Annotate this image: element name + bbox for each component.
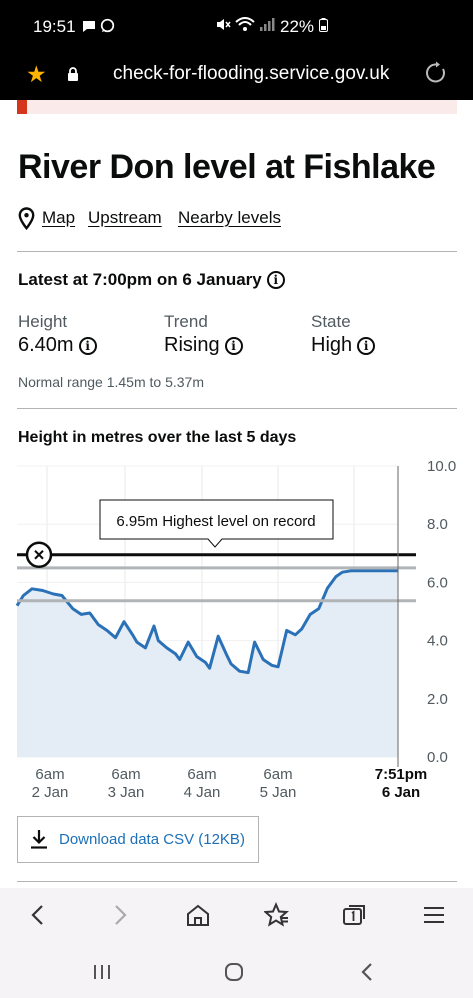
map-link[interactable]: Map — [42, 208, 76, 227]
y-tick-label: 0.0 — [427, 749, 448, 766]
level-line — [15, 569, 398, 675]
notification-icons — [82, 18, 115, 36]
chart-heading: Height in metres over the last 5 days — [18, 429, 297, 446]
reload-icon[interactable] — [424, 61, 448, 85]
x-tick-time: 6am — [35, 766, 64, 783]
system-back-icon[interactable] — [355, 959, 381, 985]
height-value: 6.40m — [18, 334, 74, 356]
y-tick-label: 8.0 — [427, 516, 448, 533]
x-tick-date: 6 Jan — [382, 784, 420, 801]
trend-metric: Trend Rising i — [164, 312, 243, 357]
divider — [17, 251, 457, 252]
home-button-icon[interactable] — [221, 959, 247, 985]
info-icon[interactable]: i — [357, 337, 376, 355]
state-value-row: High i — [311, 334, 376, 357]
tabs-icon[interactable] — [342, 902, 368, 928]
wifi-icon — [235, 17, 255, 31]
height-metric: Height 6.40m i — [18, 312, 97, 357]
system-icons — [215, 17, 275, 36]
latest-reading-heading: Latest at 7:00pm on 6 January i — [18, 270, 285, 290]
message-icon — [83, 21, 95, 32]
battery-text: 22% — [280, 17, 315, 36]
x-tick-date: 3 Jan — [108, 784, 145, 801]
menu-icon[interactable] — [421, 902, 447, 928]
state-metric: State High i — [311, 312, 376, 357]
state-value: High — [311, 334, 353, 356]
status-bar: 19:51 22% — [0, 0, 473, 52]
map-pin-icon — [18, 207, 35, 230]
height-label: Height — [18, 312, 68, 331]
x-tick-time: 6am — [263, 766, 292, 783]
trend-label: Trend — [164, 312, 208, 331]
star-icon[interactable]: ★ — [26, 61, 47, 87]
browser-toolbar — [0, 888, 473, 944]
record-tooltip-label: 6.95m Highest level on record — [116, 513, 315, 530]
info-icon[interactable]: i — [78, 337, 97, 355]
alert-strip-marker — [17, 100, 27, 114]
divider — [17, 408, 457, 409]
normal-range: Normal range 1.45m to 5.37m — [18, 374, 204, 390]
page-title: River Don level at Fishlake — [18, 148, 436, 186]
record-tooltip — [99, 499, 334, 548]
y-tick-label: 2.0 — [427, 691, 448, 708]
trend-value: Rising — [164, 334, 220, 356]
close-icon — [34, 550, 44, 560]
browser-address-bar: ★ check-for-flooding.service.gov.uk — [0, 52, 473, 100]
y-tick-label: 4.0 — [427, 633, 448, 650]
height-value-row: 6.40m i — [18, 334, 97, 357]
nearby-levels-link[interactable]: Nearby levels — [178, 208, 281, 227]
x-tick-time: 7:51pm — [375, 766, 428, 783]
download-csv-button[interactable]: Download data CSV (12KB) — [17, 816, 259, 863]
system-navigation — [0, 944, 473, 998]
download-icon — [31, 830, 47, 849]
upstream-link[interactable]: Upstream — [88, 208, 162, 227]
state-label: State — [311, 312, 351, 331]
whatsapp-icon — [100, 18, 115, 33]
x-tick-date: 2 Jan — [32, 784, 69, 801]
battery-level: 22% — [280, 17, 328, 37]
signal-icon — [260, 18, 275, 31]
back-icon[interactable] — [26, 902, 52, 928]
y-tick-label: 6.0 — [427, 574, 448, 591]
latest-reading-text: Latest at 7:00pm on 6 January — [18, 270, 262, 289]
river-level-chart[interactable]: 6.95m Highest level on record 10.0 8.0 6.0 4… — [0, 455, 473, 805]
status-time: 19:51 — [33, 17, 76, 36]
x-tick-time: 6am — [111, 766, 140, 783]
trend-value-row: Rising i — [164, 334, 243, 357]
x-tick-date: 5 Jan — [260, 784, 297, 801]
url-field[interactable]: check-for-flooding.service.gov.uk — [113, 63, 390, 84]
level-area — [17, 570, 398, 757]
x-tick-time: 6am — [187, 766, 216, 783]
battery-icon — [318, 18, 328, 32]
y-tick-label: 10.0 — [427, 458, 456, 475]
mute-icon — [217, 19, 231, 30]
info-icon[interactable]: i — [224, 337, 243, 355]
bookmarks-icon[interactable] — [264, 902, 290, 928]
x-tick-date: 4 Jan — [184, 784, 221, 801]
divider — [17, 881, 457, 882]
lock-icon[interactable] — [67, 67, 79, 82]
home-icon[interactable] — [185, 902, 211, 928]
info-icon[interactable]: i — [266, 271, 285, 289]
forward-icon[interactable] — [106, 902, 132, 928]
download-csv-label: Download data CSV (12KB) — [59, 831, 245, 848]
alert-strip — [27, 100, 457, 114]
recent-apps-icon[interactable] — [89, 959, 115, 985]
